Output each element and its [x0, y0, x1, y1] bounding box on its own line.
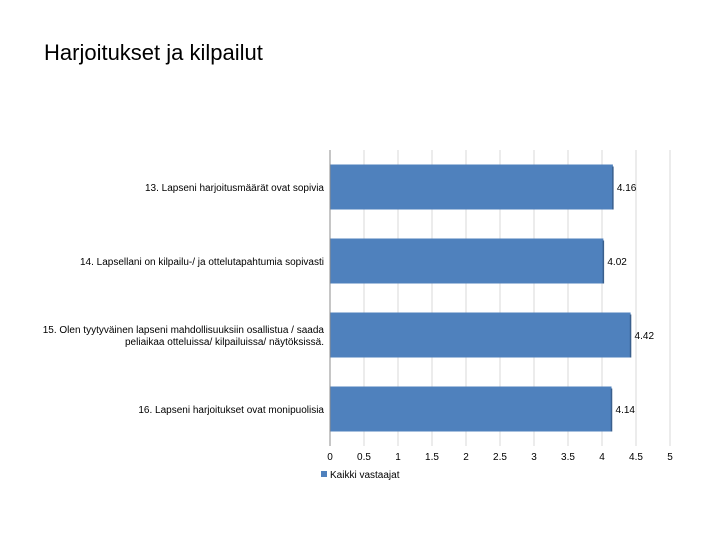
bar — [330, 312, 631, 358]
bar — [330, 386, 612, 432]
tick-labels: 0 0.5 1 1.5 2 2.5 3 3.5 4 4.5 5 — [327, 452, 673, 463]
category-label: 16. Lapseni harjoitukset ovat monipuolis… — [138, 405, 324, 416]
tick-label: 3.5 — [561, 452, 575, 463]
bar — [330, 238, 604, 284]
tick-label: 3 — [531, 452, 537, 463]
category-label: 14. Lapsellani on kilpailu-/ ja otteluta… — [80, 257, 324, 268]
data-label: 4.42 — [635, 331, 655, 342]
tick-label: 1.5 — [425, 452, 439, 463]
category-label: peliaikaa otteluissa/ kilpailuissa/ näyt… — [125, 337, 324, 348]
tick-label: 1 — [395, 452, 401, 463]
tick-label: 0.5 — [357, 452, 371, 463]
category-label: 13. Lapseni harjoitusmäärät ovat sopivia — [145, 183, 324, 194]
data-label: 4.16 — [617, 183, 637, 194]
tick-label: 4 — [599, 452, 605, 463]
tick-label: 0 — [327, 452, 333, 463]
tick-label: 4.5 — [629, 452, 643, 463]
category-labels: 13. Lapseni harjoitusmäärät ovat sopivia… — [43, 183, 325, 416]
bar — [330, 164, 613, 210]
tick-label: 2 — [463, 452, 469, 463]
tick-label: 2.5 — [493, 452, 507, 463]
category-label: 15. Olen tyytyväinen lapseni mahdollisuu… — [43, 325, 325, 336]
chart-title: Harjoitukset ja kilpailut — [44, 40, 263, 65]
tick-label: 5 — [667, 452, 673, 463]
data-label: 4.14 — [616, 405, 636, 416]
legend-swatch — [321, 471, 327, 477]
legend-label: Kaikki vastaajat — [330, 470, 400, 481]
bars — [330, 164, 632, 432]
data-labels: 4.16 4.02 4.42 4.14 — [607, 183, 654, 416]
legend: Kaikki vastaajat — [321, 470, 400, 481]
data-label: 4.02 — [607, 257, 627, 268]
